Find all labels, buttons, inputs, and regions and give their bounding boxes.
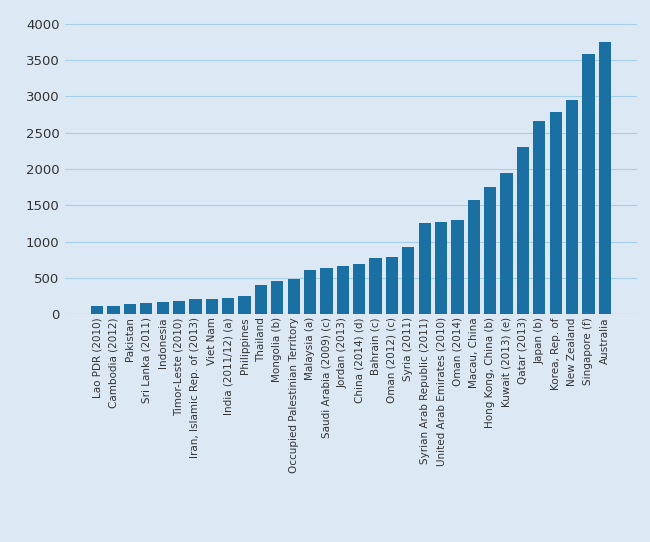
Bar	[353, 264, 365, 314]
Bar	[205, 299, 218, 314]
Bar	[386, 256, 398, 314]
Bar	[287, 280, 300, 314]
Bar	[533, 121, 545, 314]
Bar	[304, 270, 316, 314]
Bar	[402, 247, 415, 314]
Bar	[517, 147, 529, 314]
Bar	[419, 223, 431, 314]
Bar	[599, 42, 611, 314]
Bar	[566, 100, 578, 314]
Bar	[124, 304, 136, 314]
Bar	[468, 200, 480, 314]
Bar	[337, 266, 349, 314]
Bar	[157, 302, 169, 314]
Bar	[239, 296, 251, 314]
Bar	[255, 285, 267, 314]
Bar	[173, 301, 185, 314]
Bar	[140, 303, 152, 314]
Bar	[271, 281, 283, 314]
Bar	[582, 54, 595, 314]
Bar	[91, 306, 103, 314]
Bar	[500, 172, 513, 314]
Bar	[369, 257, 382, 314]
Bar	[550, 112, 562, 314]
Bar	[107, 306, 120, 314]
Bar	[222, 298, 234, 314]
Bar	[435, 222, 447, 314]
Bar	[320, 268, 333, 314]
Bar	[484, 187, 497, 314]
Bar	[451, 220, 463, 314]
Bar	[189, 299, 202, 314]
